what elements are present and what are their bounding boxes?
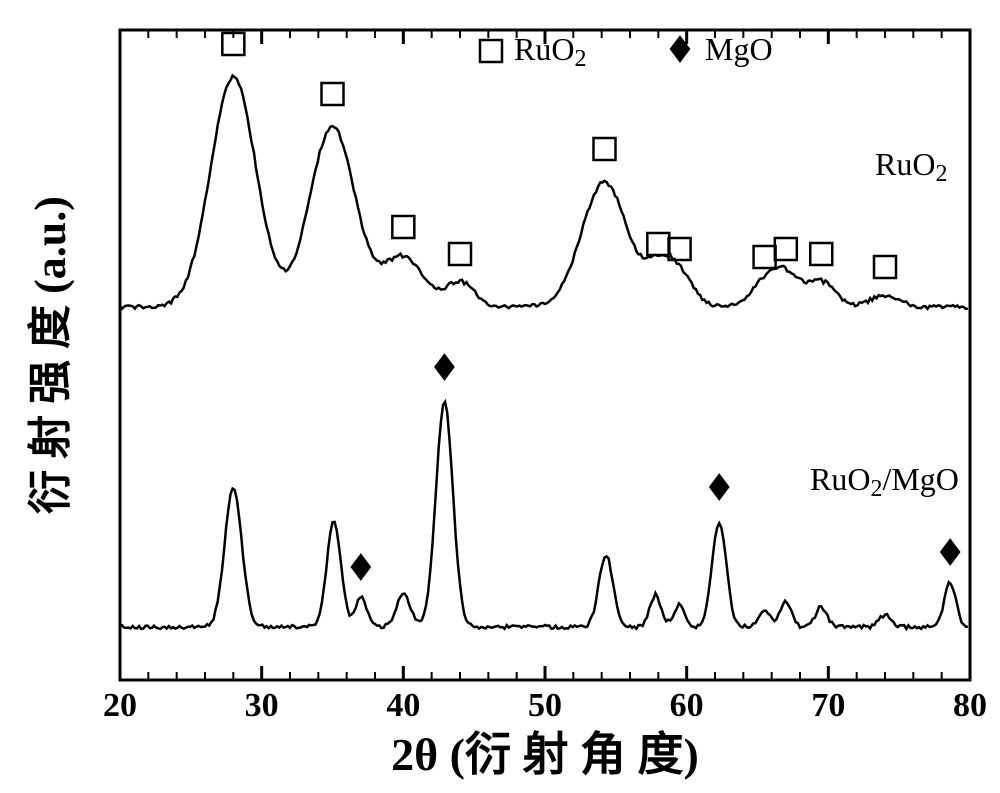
x-tick-label: 20 [103, 687, 137, 724]
legend-ruo2-label: RuO2 [514, 31, 586, 72]
xrd-chart: 20 30 40 50 60 70 80 2θ (衍 射 角 度) 衍 射 强 度 (a.u.)… [0, 0, 1000, 793]
ruo2-marker [647, 233, 669, 255]
ruo2-marker [392, 216, 414, 238]
x-tick-label: 50 [528, 687, 562, 724]
ruo2-marker [322, 83, 344, 105]
ruo2-marker [775, 238, 797, 260]
x-tick-label: 40 [386, 687, 420, 724]
x-tick-label: 80 [953, 687, 987, 724]
ruo2-marker [594, 138, 616, 160]
mgo-marker [435, 354, 455, 380]
legend-square-icon [480, 40, 502, 62]
ruo2-marker [449, 243, 471, 265]
x-tick-label: 30 [245, 687, 279, 724]
series-label-RuO2: RuO2 [875, 146, 947, 187]
x-tick-label: 70 [811, 687, 845, 724]
ruo2-marker [754, 246, 776, 268]
ruo2-marker [874, 256, 896, 278]
mgo-marker [940, 539, 960, 565]
series-label-RuO2/MgO: RuO2/MgO [810, 461, 959, 502]
ruo2-marker [810, 243, 832, 265]
legend-mgo-label: MgO [705, 31, 773, 67]
mgo-marker [351, 554, 371, 580]
chart-svg: 20 30 40 50 60 70 80 2θ (衍 射 角 度) 衍 射 强 度 (a.u.)… [0, 0, 1000, 793]
trace-RuO2 [120, 76, 968, 309]
x-tick-label: 60 [670, 687, 704, 724]
x-axis-label: 2θ (衍 射 角 度) [391, 729, 699, 780]
trace-RuO2/MgO [120, 402, 968, 629]
y-axis-label: 衍 射 强 度 (a.u.) [26, 196, 75, 514]
mgo-marker [710, 474, 730, 500]
